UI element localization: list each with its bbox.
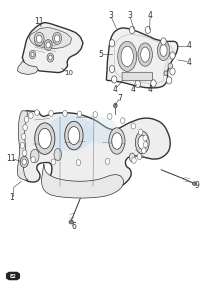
Circle shape — [135, 80, 140, 88]
Circle shape — [168, 63, 172, 69]
Circle shape — [29, 50, 36, 59]
Text: 4: 4 — [112, 85, 117, 94]
PathPatch shape — [21, 111, 170, 194]
Circle shape — [112, 76, 117, 83]
PathPatch shape — [29, 28, 72, 49]
Circle shape — [142, 148, 146, 154]
Text: 5: 5 — [99, 50, 104, 58]
Text: 4: 4 — [187, 41, 192, 50]
Ellipse shape — [121, 46, 133, 67]
Text: 7: 7 — [118, 94, 123, 103]
Circle shape — [161, 38, 166, 45]
Text: 4: 4 — [148, 11, 153, 20]
Circle shape — [76, 160, 81, 166]
Circle shape — [108, 113, 112, 119]
Text: 3: 3 — [108, 11, 113, 20]
Circle shape — [49, 110, 53, 116]
Text: 4: 4 — [131, 85, 136, 94]
Circle shape — [53, 32, 62, 44]
Ellipse shape — [38, 128, 51, 149]
FancyBboxPatch shape — [122, 72, 153, 81]
Circle shape — [63, 110, 67, 116]
Ellipse shape — [138, 136, 146, 149]
Circle shape — [44, 40, 52, 50]
Circle shape — [143, 142, 148, 148]
Circle shape — [20, 142, 25, 148]
Circle shape — [49, 55, 52, 60]
Circle shape — [21, 134, 26, 140]
Ellipse shape — [83, 117, 119, 144]
Circle shape — [29, 112, 33, 118]
Ellipse shape — [138, 43, 152, 66]
Circle shape — [24, 116, 29, 122]
Circle shape — [166, 77, 172, 84]
Circle shape — [151, 80, 156, 87]
Ellipse shape — [35, 123, 55, 154]
Circle shape — [114, 103, 117, 108]
Circle shape — [145, 26, 151, 34]
PathPatch shape — [22, 22, 83, 73]
Text: 4: 4 — [147, 85, 152, 94]
Ellipse shape — [68, 127, 80, 145]
Circle shape — [22, 159, 26, 165]
Text: 9: 9 — [195, 182, 200, 190]
Circle shape — [170, 68, 175, 75]
Polygon shape — [6, 272, 20, 280]
Ellipse shape — [192, 182, 196, 185]
Ellipse shape — [118, 41, 137, 71]
Text: 11: 11 — [34, 17, 43, 26]
PathPatch shape — [18, 61, 38, 74]
Circle shape — [22, 150, 27, 156]
Circle shape — [129, 26, 135, 34]
Ellipse shape — [160, 44, 167, 56]
Ellipse shape — [112, 133, 122, 149]
Ellipse shape — [69, 220, 73, 224]
Ellipse shape — [54, 148, 62, 160]
Circle shape — [46, 42, 50, 48]
Ellipse shape — [45, 116, 94, 152]
Circle shape — [137, 154, 142, 160]
Circle shape — [131, 123, 136, 129]
Circle shape — [31, 52, 34, 57]
Circle shape — [54, 35, 60, 42]
Ellipse shape — [109, 128, 125, 154]
Circle shape — [93, 112, 97, 118]
Text: E2: E2 — [10, 274, 16, 278]
Ellipse shape — [141, 47, 150, 62]
Circle shape — [47, 53, 54, 62]
Circle shape — [105, 158, 110, 164]
Text: 1: 1 — [9, 193, 14, 202]
PathPatch shape — [17, 111, 28, 180]
Circle shape — [164, 71, 168, 76]
Circle shape — [35, 110, 39, 116]
Text: 3: 3 — [127, 11, 132, 20]
Text: 4: 4 — [187, 58, 192, 67]
Ellipse shape — [30, 149, 39, 163]
Ellipse shape — [129, 153, 135, 162]
PathPatch shape — [41, 164, 124, 198]
Circle shape — [31, 157, 35, 163]
Circle shape — [138, 129, 143, 135]
Circle shape — [109, 65, 115, 73]
Circle shape — [143, 135, 147, 141]
Text: 6: 6 — [71, 222, 76, 231]
Ellipse shape — [65, 121, 83, 150]
Circle shape — [77, 111, 82, 117]
Circle shape — [20, 157, 28, 167]
Circle shape — [109, 40, 115, 47]
Circle shape — [170, 52, 175, 59]
Circle shape — [23, 124, 27, 130]
Circle shape — [121, 118, 125, 124]
Circle shape — [132, 158, 136, 164]
Circle shape — [51, 159, 56, 165]
Circle shape — [34, 32, 44, 46]
Ellipse shape — [135, 131, 149, 154]
PathPatch shape — [106, 28, 178, 88]
Circle shape — [36, 35, 42, 43]
Ellipse shape — [157, 40, 170, 61]
Text: 11: 11 — [6, 154, 16, 163]
Text: 10: 10 — [64, 70, 73, 76]
